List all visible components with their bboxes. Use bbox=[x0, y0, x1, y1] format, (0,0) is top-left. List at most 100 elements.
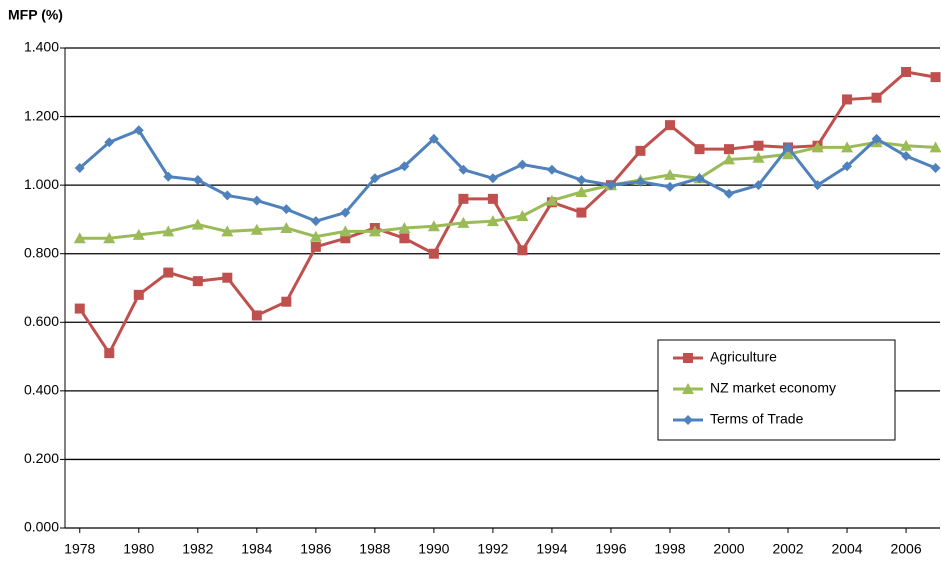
data-point bbox=[901, 67, 912, 77]
legend-label: Terms of Trade bbox=[710, 411, 804, 427]
data-point bbox=[163, 171, 174, 182]
data-point bbox=[664, 120, 675, 131]
x-tick-label: 1986 bbox=[300, 541, 331, 557]
data-point bbox=[427, 220, 440, 232]
data-point bbox=[723, 188, 734, 199]
data-point bbox=[605, 180, 616, 191]
data-point bbox=[516, 210, 529, 221]
data-point bbox=[398, 222, 411, 233]
data-point bbox=[281, 296, 292, 307]
data-point bbox=[428, 133, 439, 144]
x-tick-label: 2006 bbox=[890, 541, 921, 557]
data-point bbox=[222, 272, 233, 283]
data-point bbox=[280, 222, 293, 233]
y-tick-label: 1.000 bbox=[24, 176, 59, 192]
data-point bbox=[752, 151, 765, 163]
data-point bbox=[250, 223, 263, 235]
data-point bbox=[428, 248, 439, 259]
data-point bbox=[694, 173, 705, 184]
data-point bbox=[486, 215, 499, 227]
data-point bbox=[930, 163, 941, 173]
data-point bbox=[635, 145, 646, 156]
y-tick-label: 0.400 bbox=[24, 382, 59, 398]
data-point bbox=[133, 125, 144, 136]
data-point bbox=[576, 207, 587, 218]
data-point bbox=[457, 216, 470, 228]
series-line bbox=[78, 70, 936, 357]
data-point bbox=[458, 193, 469, 204]
x-tick-label: 1992 bbox=[477, 541, 508, 557]
data-point bbox=[545, 194, 558, 206]
x-tick-label: 2004 bbox=[831, 541, 862, 557]
data-point bbox=[929, 141, 941, 153]
y-tick-label: 0.600 bbox=[24, 313, 59, 329]
y-axis-label: MFP (%) bbox=[8, 7, 63, 23]
data-point bbox=[281, 204, 292, 215]
data-point bbox=[841, 141, 854, 153]
data-point bbox=[133, 289, 144, 300]
data-point bbox=[782, 148, 795, 160]
y-tick-label: 0.000 bbox=[24, 519, 59, 535]
data-point bbox=[811, 141, 824, 153]
data-point bbox=[369, 173, 380, 184]
y-tick-label: 1.400 bbox=[24, 39, 59, 55]
data-point bbox=[871, 92, 882, 103]
data-point bbox=[191, 218, 204, 230]
x-tick-label: 2000 bbox=[713, 541, 744, 557]
data-point bbox=[753, 180, 764, 191]
data-point bbox=[162, 225, 175, 237]
data-point bbox=[340, 233, 351, 244]
data-point bbox=[251, 310, 262, 321]
data-point bbox=[221, 225, 234, 237]
data-point bbox=[871, 133, 882, 144]
data-point bbox=[842, 161, 853, 172]
legend-marker bbox=[683, 353, 693, 363]
data-point bbox=[546, 164, 557, 175]
legend-label: NZ market economy bbox=[710, 380, 836, 396]
data-point bbox=[575, 186, 588, 197]
y-tick-label: 1.200 bbox=[24, 107, 59, 123]
data-point bbox=[103, 232, 116, 244]
data-point bbox=[487, 173, 498, 184]
data-point bbox=[310, 216, 321, 227]
data-point bbox=[635, 176, 646, 187]
x-tick-label: 1982 bbox=[182, 541, 213, 557]
data-point bbox=[487, 193, 498, 204]
data-point bbox=[74, 163, 85, 173]
legend-label: Agriculture bbox=[710, 349, 777, 365]
data-point bbox=[368, 225, 381, 237]
data-point bbox=[310, 241, 321, 252]
data-point bbox=[192, 175, 203, 185]
data-point bbox=[663, 168, 676, 180]
data-point bbox=[104, 348, 115, 359]
legend-marker bbox=[682, 383, 694, 394]
data-point bbox=[251, 195, 262, 206]
data-point bbox=[458, 164, 469, 175]
data-point bbox=[694, 144, 705, 155]
data-point bbox=[163, 267, 174, 278]
legend-marker bbox=[683, 415, 693, 425]
data-point bbox=[132, 228, 145, 240]
data-point bbox=[309, 230, 322, 242]
data-point bbox=[517, 159, 528, 170]
data-point bbox=[576, 175, 587, 185]
data-point bbox=[74, 303, 85, 314]
data-point bbox=[722, 153, 735, 165]
data-point bbox=[399, 161, 410, 172]
data-point bbox=[104, 137, 115, 148]
x-tick-label: 1996 bbox=[595, 541, 626, 557]
y-tick-label: 0.800 bbox=[24, 244, 59, 260]
data-point bbox=[812, 180, 823, 191]
x-tick-label: 1990 bbox=[418, 541, 449, 557]
x-tick-label: 2002 bbox=[772, 541, 803, 557]
data-point bbox=[901, 151, 912, 161]
data-point bbox=[783, 142, 794, 153]
x-tick-label: 1980 bbox=[123, 541, 154, 557]
data-point bbox=[900, 139, 913, 151]
x-tick-label: 1994 bbox=[536, 541, 567, 557]
data-point bbox=[340, 207, 351, 218]
x-tick-label: 1978 bbox=[64, 541, 95, 557]
x-tick-label: 1998 bbox=[654, 541, 685, 557]
